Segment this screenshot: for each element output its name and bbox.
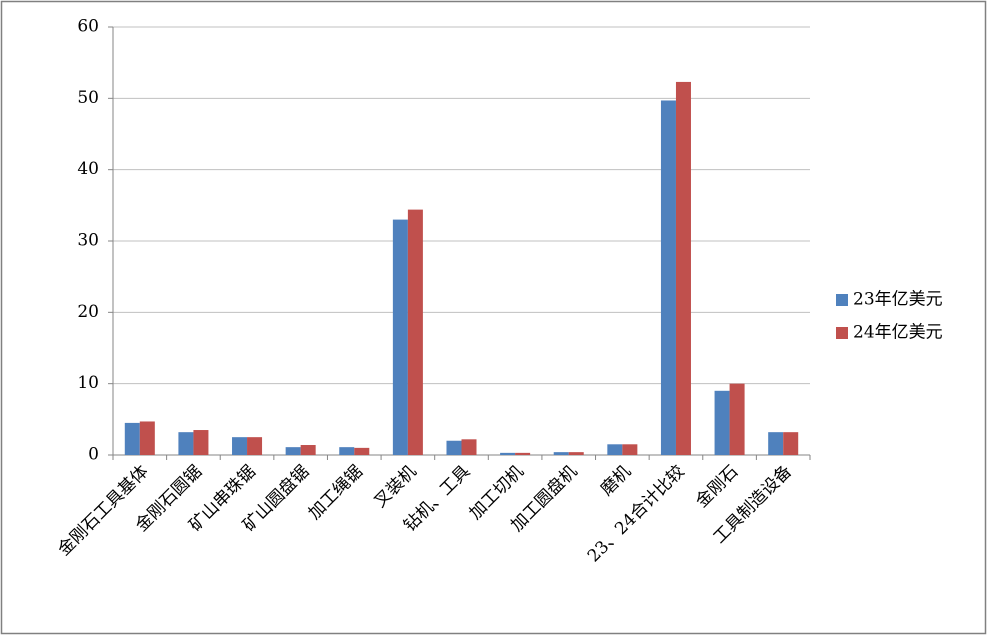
bar [392,219,408,455]
y-tick-label: 50 [77,88,99,108]
bar [500,452,516,455]
bar [553,452,569,455]
y-tick-label: 20 [77,302,99,322]
legend-label: 24年亿美元 [853,323,943,343]
bar [285,447,301,455]
bar [354,447,370,455]
y-tick-label: 60 [77,17,99,37]
bar [660,100,676,456]
bar [232,437,248,455]
bar [339,447,355,455]
bar [178,432,194,455]
bar [568,452,584,455]
legend-swatch [836,294,848,306]
bar [124,422,140,455]
bar [622,444,638,455]
bar [193,430,209,455]
bar [407,209,423,455]
bar [783,432,799,455]
legend-label: 23年亿美元 [853,290,943,310]
y-tick-label: 0 [88,445,99,465]
bar [247,437,263,455]
bar [300,445,316,455]
y-tick-label: 30 [77,231,99,251]
bar [607,444,623,455]
bar [768,432,784,455]
bar [714,390,730,455]
legend-swatch [836,327,848,339]
bar [139,421,155,455]
bar [461,439,477,455]
y-tick-label: 40 [77,159,99,179]
bar [675,81,691,455]
bar [515,452,531,455]
y-tick-label: 10 [77,373,99,393]
bar [729,383,745,455]
bar [446,440,462,455]
